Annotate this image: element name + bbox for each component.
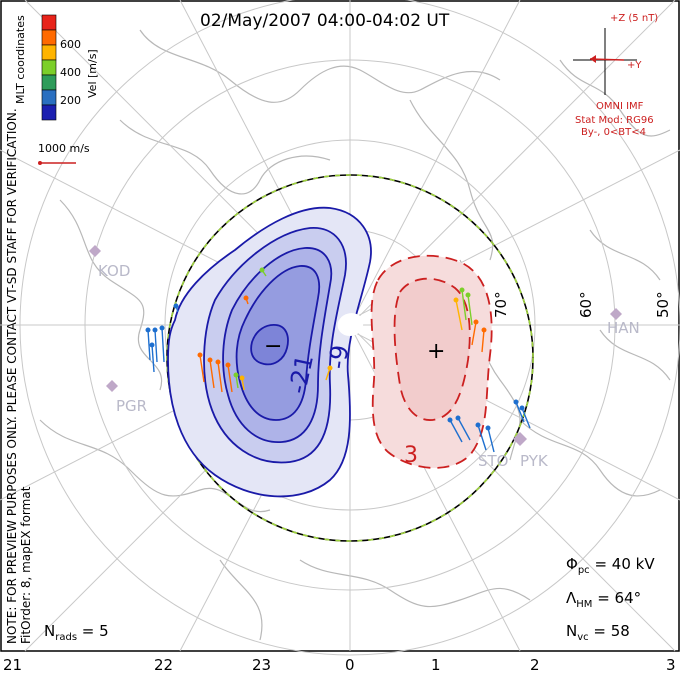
station-marker-kod [89,245,101,257]
positive-cell [370,254,493,469]
mlt-tick-3: 3 [666,656,676,674]
contour-label-minus9: -9 [323,343,354,371]
imf-source: OMNI IMF [596,101,644,112]
station-label-kod: KOD [98,262,130,280]
mlt-tick-1: 1 [431,656,441,674]
mlt-tick-21: 21 [3,656,22,674]
pole-gap [337,313,364,336]
station-label-han: HAN [607,319,640,337]
imf-model: Stat Mod: RG96 [575,115,654,126]
imf-z-label: +Z (5 nT) [610,13,658,24]
velocity-colorbar [41,14,57,121]
colorbar-tick-400: 400 [60,66,81,79]
mlt-tick-2: 2 [530,656,540,674]
station-label-pyk: PYK [520,452,549,470]
imf-y-label: +Y [627,60,642,71]
preview-note: NOTE: FOR PREVIEW PURPOSES ONLY. PLEASE … [5,108,19,644]
negative-cell-center: − [264,334,282,359]
station-markers [89,245,622,446]
colorbar-tick-600: 600 [60,38,81,51]
imf-vector-head [590,55,596,63]
stat-n-rads: Nrads = 5 [44,622,109,643]
mlt-tick-0: 0 [345,656,355,674]
contour-label-3: 3 [404,443,418,468]
lat-label-70: 70° [492,291,510,318]
station-label-sto: STO [478,452,509,470]
coord-label: MLT coordinates [14,15,27,104]
colorbar-tick-200: 200 [60,94,81,107]
lat-label-50: 50° [654,291,672,318]
ref-vector-label: 1000 m/s [38,142,90,155]
imf-condition: By-, 0<BT<4 [581,127,646,138]
hm-boundary-dash [166,174,534,542]
colorbar-label: Vel [m/s] [86,49,99,98]
station-marker-pgr [106,380,118,392]
lat-label-60: 60° [577,291,595,318]
station-marker-han [610,308,622,320]
station-label-pgr: PGR [116,397,147,415]
negative-cell [167,206,372,498]
map-title: 02/May/2007 04:00-04:02 UT [200,11,450,31]
positive-cell-center: + [427,339,445,364]
mlt-tick-23: 23 [252,656,271,674]
ref-vector-dot [38,161,42,165]
station-marker-pyk [513,432,527,446]
fit-order-note: FitOrder: 8, mapEX format [19,486,33,644]
velocity-vectors [145,267,531,453]
stat-n-vc: Nvc = 58 [566,622,630,643]
mlt-tick-22: 22 [154,656,173,674]
